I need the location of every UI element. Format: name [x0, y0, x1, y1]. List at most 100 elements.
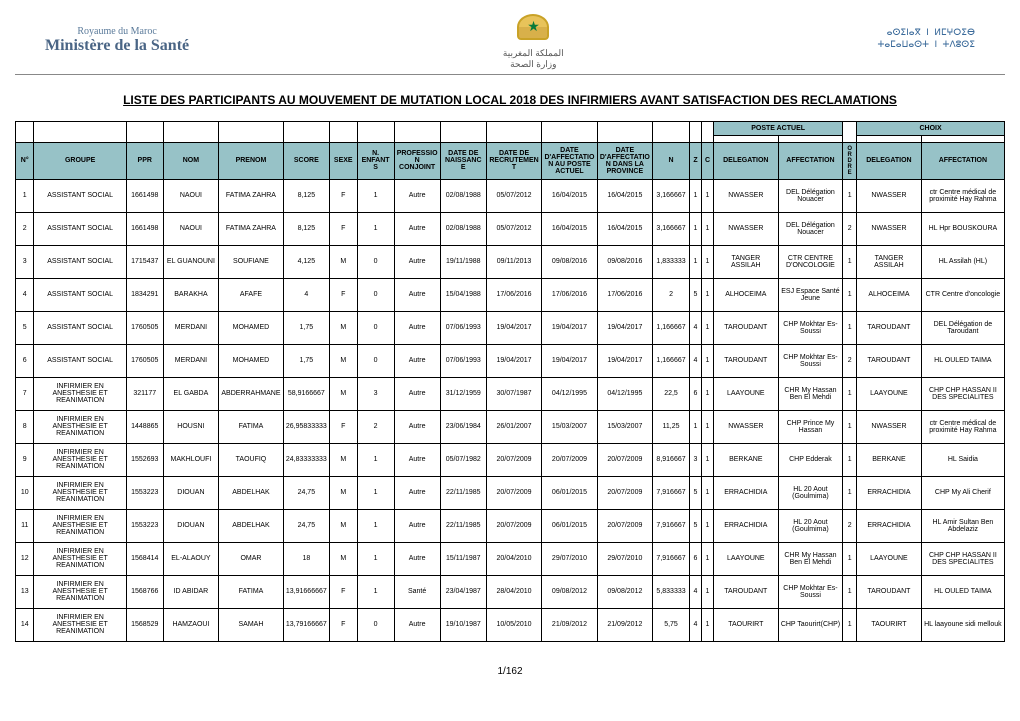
- cell-nais: 19/11/1988: [440, 245, 486, 278]
- cell-nom: HOUSNI: [163, 410, 218, 443]
- cell-nn: 1,166667: [653, 344, 690, 377]
- cell-del: TAROUDANT: [713, 575, 778, 608]
- cell-nais: 23/04/1987: [440, 575, 486, 608]
- cell-score: 58,9166667: [283, 377, 329, 410]
- cell-nom: EL-ALAOUY: [163, 542, 218, 575]
- cell-apv: 20/07/2009: [597, 476, 652, 509]
- cell-n: 9: [16, 443, 34, 476]
- cell-n: 1: [16, 179, 34, 212]
- cell-nn: 1,833333: [653, 245, 690, 278]
- cell-enf: 2: [357, 410, 394, 443]
- cell-nais: 19/10/1987: [440, 608, 486, 641]
- cell-apv: 17/06/2016: [597, 278, 652, 311]
- cell-apv: 19/04/2017: [597, 344, 652, 377]
- cell-nais: 02/08/1988: [440, 212, 486, 245]
- cell-prenom: SOUFIANE: [219, 245, 284, 278]
- table-row: 8INFIRMIER EN ANESTHESIE ET REANIMATION1…: [16, 410, 1005, 443]
- cell-enf: 1: [357, 443, 394, 476]
- cell-ord: 1: [843, 311, 857, 344]
- cell-ppr: 1553223: [126, 476, 163, 509]
- cell-enf: 1: [357, 476, 394, 509]
- cell-recr: 20/07/2009: [486, 476, 541, 509]
- page-footer: 1/162: [15, 666, 1005, 677]
- cell-prof: Autre: [394, 542, 440, 575]
- cell-prof: Autre: [394, 278, 440, 311]
- cell-aff: ESJ Espace Santé Jeune: [778, 278, 843, 311]
- cell-aff: CTR CENTRE D'ONCOLOGIE: [778, 245, 843, 278]
- cell-n: 5: [16, 311, 34, 344]
- cell-c: 1: [701, 179, 713, 212]
- page-title: LISTE DES PARTICIPANTS AU MOUVEMENT DE M…: [15, 93, 1005, 107]
- cell-del: ERRACHIDIA: [713, 476, 778, 509]
- cell-ord: 1: [843, 245, 857, 278]
- cell-prenom: MOHAMED: [219, 311, 284, 344]
- cell-n: 10: [16, 476, 34, 509]
- cell-apv: 16/04/2015: [597, 179, 652, 212]
- cell-enf: 0: [357, 608, 394, 641]
- cell-c: 1: [701, 542, 713, 575]
- cell-del: ALHOCEIMA: [713, 278, 778, 311]
- cell-ord: 1: [843, 443, 857, 476]
- cell-nom: DIOUAN: [163, 476, 218, 509]
- cell-ord: 1: [843, 476, 857, 509]
- col-choix-affectation: AFFECTATION: [921, 142, 1004, 179]
- table-row: 14INFIRMIER EN ANESTHESIE ET REANIMATION…: [16, 608, 1005, 641]
- cell-aff: CHP Taourirt(CHP): [778, 608, 843, 641]
- cell-apv: 04/12/1995: [597, 377, 652, 410]
- cell-del: NWASSER: [713, 410, 778, 443]
- cell-ppr: 1715437: [126, 245, 163, 278]
- cell-score: 26,95833333: [283, 410, 329, 443]
- cell-ord: 1: [843, 575, 857, 608]
- cell-c: 1: [701, 608, 713, 641]
- cell-c: 1: [701, 476, 713, 509]
- cell-ap: 09/08/2016: [542, 245, 597, 278]
- cell-ap: 19/04/2017: [542, 311, 597, 344]
- cell-nn: 1,166667: [653, 311, 690, 344]
- cell-nais: 07/06/1993: [440, 311, 486, 344]
- cell-n: 12: [16, 542, 34, 575]
- cell-z: 4: [689, 575, 701, 608]
- cell-sexe: M: [329, 509, 357, 542]
- cell-prenom: FATIMA ZAHRA: [219, 179, 284, 212]
- cell-nais: 15/04/1988: [440, 278, 486, 311]
- cell-recr: 05/07/2012: [486, 179, 541, 212]
- cell-del: NWASSER: [713, 212, 778, 245]
- cell-caff: HL Hpr BOUSKOURA: [921, 212, 1004, 245]
- cell-n: 3: [16, 245, 34, 278]
- cell-sexe: F: [329, 410, 357, 443]
- cell-apv: 20/07/2009: [597, 443, 652, 476]
- cell-ord: 2: [843, 212, 857, 245]
- cell-ap: 20/07/2009: [542, 443, 597, 476]
- cell-n: 2: [16, 212, 34, 245]
- cell-ppr: 1568529: [126, 608, 163, 641]
- cell-c: 1: [701, 443, 713, 476]
- cell-enf: 1: [357, 179, 394, 212]
- cell-nn: 7,916667: [653, 542, 690, 575]
- cell-enf: 0: [357, 311, 394, 344]
- cell-nais: 31/12/1959: [440, 377, 486, 410]
- cell-nom: DIOUAN: [163, 509, 218, 542]
- cell-nn: 11,25: [653, 410, 690, 443]
- cell-enf: 1: [357, 542, 394, 575]
- col-score: SCORE: [283, 142, 329, 179]
- cell-caff: ctr Centre médical de proximité Hay Rahm…: [921, 179, 1004, 212]
- table-row: 13INFIRMIER EN ANESTHESIE ET REANIMATION…: [16, 575, 1005, 608]
- cell-z: 5: [689, 476, 701, 509]
- cell-sexe: F: [329, 179, 357, 212]
- table-row: 6ASSISTANT SOCIAL1760505MERDANIMOHAMED1,…: [16, 344, 1005, 377]
- arabic-country: المملكة المغربية: [503, 48, 564, 59]
- cell-cdel: LAAYOUNE: [857, 542, 922, 575]
- cell-prenom: ABDERRAHMANE: [219, 377, 284, 410]
- col-poste-actuel: POSTE ACTUEL: [713, 121, 842, 135]
- cell-recr: 09/11/2013: [486, 245, 541, 278]
- cell-c: 1: [701, 410, 713, 443]
- cell-nn: 3,166667: [653, 212, 690, 245]
- cell-c: 1: [701, 311, 713, 344]
- col-profession: PROFESSION CONJOINT: [394, 142, 440, 179]
- cell-prenom: MOHAMED: [219, 344, 284, 377]
- cell-score: 1,75: [283, 311, 329, 344]
- cell-ppr: 1568414: [126, 542, 163, 575]
- cell-caff: HL Amir Sultan Ben Abdelaziz: [921, 509, 1004, 542]
- cell-prenom: SAMAH: [219, 608, 284, 641]
- cell-prenom: ABDELHAK: [219, 509, 284, 542]
